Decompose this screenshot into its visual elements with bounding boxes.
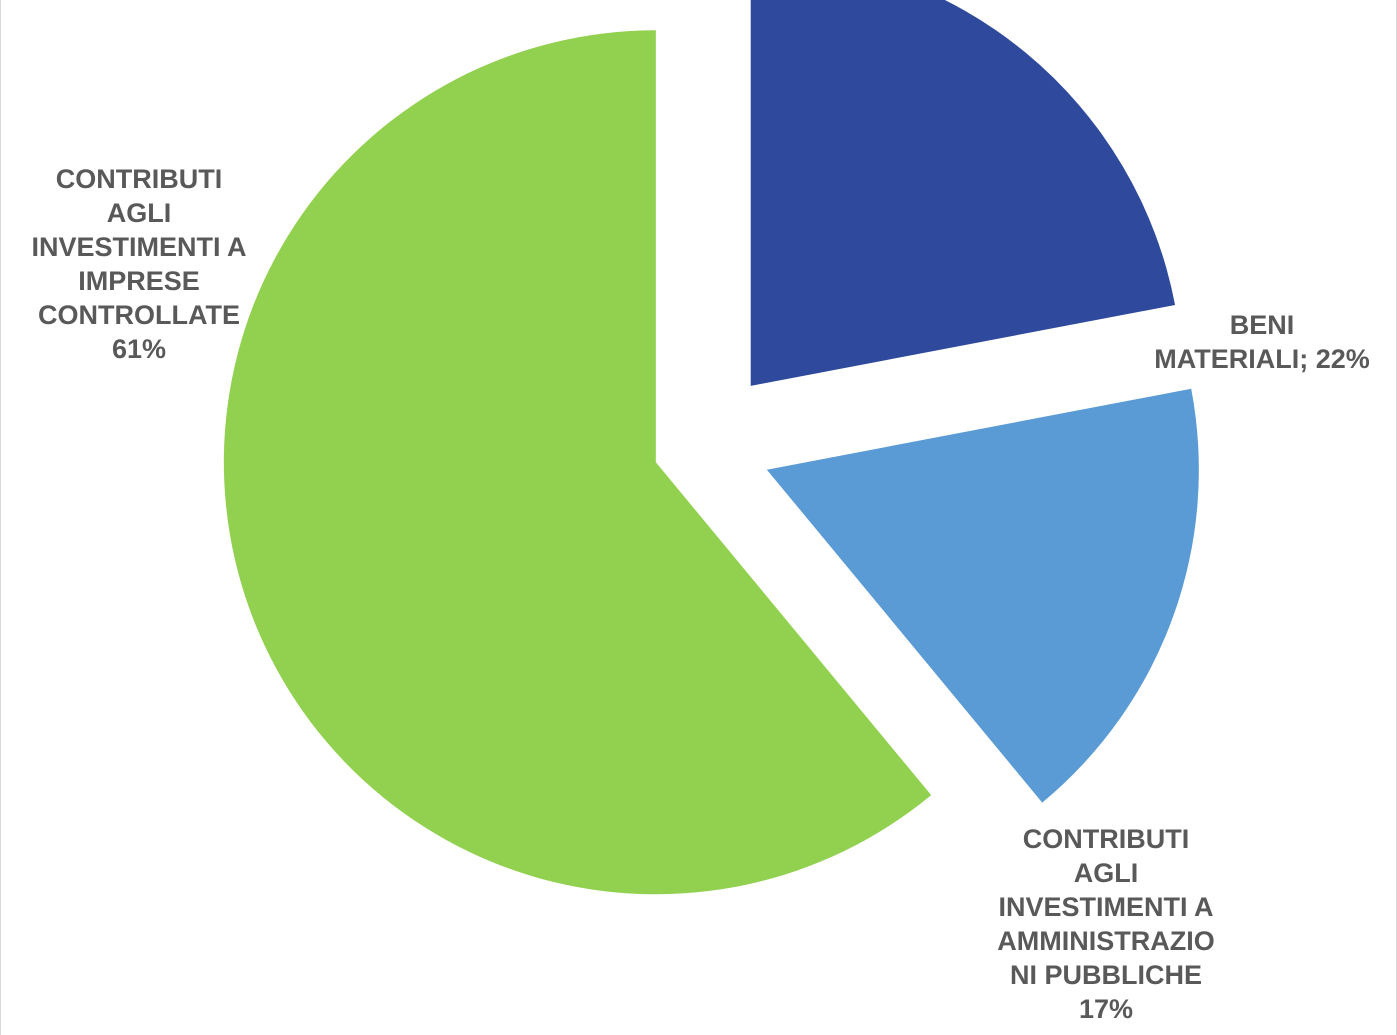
slice-label-line: AGLI bbox=[107, 198, 172, 228]
slice-label-line: CONTROLLATE bbox=[38, 300, 240, 330]
slice-label-line: CONTRIBUTI bbox=[1023, 824, 1189, 854]
slice-label-line: IMPRESE bbox=[78, 266, 200, 296]
slice-label-line: 17% bbox=[1079, 994, 1133, 1024]
slice-label-line: MATERIALI; 22% bbox=[1154, 344, 1370, 374]
slice-data-label: CONTRIBUTI AGLI INVESTIMENTI A AMMINISTRAZI… bbox=[997, 824, 1214, 1024]
slice-label-line: 61% bbox=[112, 334, 166, 364]
pie-slice bbox=[750, 0, 1176, 386]
pie-slice bbox=[223, 30, 932, 895]
slice-label-line: INVESTIMENTI A bbox=[31, 232, 246, 262]
pie-slice bbox=[766, 388, 1199, 803]
slice-label-line: AGLI bbox=[1074, 858, 1139, 888]
slice-label-line: BENI bbox=[1230, 310, 1295, 340]
slice-data-label: CONTRIBUTI AGLI INVESTIMENTI A IMPRESE CONTR… bbox=[31, 164, 246, 364]
slice-label-line: AMMINISTRAZIO bbox=[997, 926, 1214, 956]
slice-label-line: INVESTIMENTI A bbox=[998, 892, 1213, 922]
slice-label-line: CONTRIBUTI bbox=[56, 164, 222, 194]
slice-label-line: NI PUBBLICHE bbox=[1010, 960, 1202, 990]
slice-data-label: BENI MATERIALI; 22% bbox=[1154, 310, 1370, 374]
